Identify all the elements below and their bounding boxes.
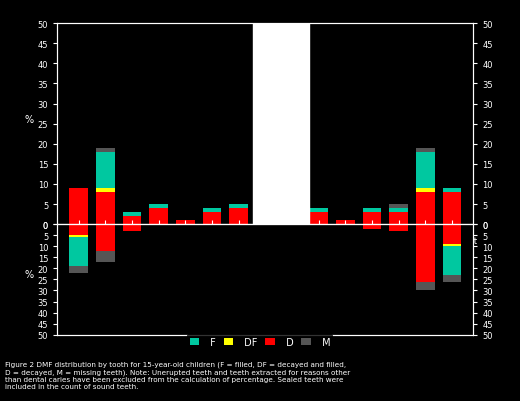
Bar [443, 225, 461, 244]
Bar [96, 152, 114, 188]
Bar [229, 209, 248, 225]
Bar [202, 213, 221, 225]
Bar [389, 205, 408, 209]
Bar [96, 188, 114, 192]
Bar [176, 221, 194, 225]
Bar [253, 24, 309, 225]
Bar [443, 188, 461, 192]
Bar [149, 205, 168, 209]
Bar [416, 152, 435, 188]
Bar [123, 213, 141, 217]
Bar [96, 251, 114, 262]
Bar [69, 235, 88, 238]
Text: Figure 2 DMF distribution by tooth for 15-year-old children (F = filled, DF = de: Figure 2 DMF distribution by tooth for 1… [5, 361, 350, 389]
Bar [123, 217, 141, 225]
Bar [416, 192, 435, 225]
Bar [309, 209, 328, 213]
Bar [282, 205, 301, 209]
Bar [149, 209, 168, 225]
Y-axis label: %: % [24, 270, 34, 280]
Bar [229, 205, 248, 209]
Bar [96, 225, 114, 251]
Bar [443, 247, 461, 275]
Bar [443, 244, 461, 247]
Legend:  F,  DF,  D,  M: F, DF, D, M [187, 334, 333, 350]
Bar [443, 192, 461, 225]
Bar [416, 282, 435, 291]
Bar [282, 209, 301, 225]
Bar [362, 225, 381, 229]
Y-axis label: %: % [24, 114, 34, 124]
Bar [362, 209, 381, 213]
Bar [69, 238, 88, 266]
Bar [202, 209, 221, 213]
Bar [443, 275, 461, 282]
Bar [362, 213, 381, 225]
Bar [389, 225, 408, 231]
Bar [309, 213, 328, 225]
Bar [416, 225, 435, 282]
Bar [416, 188, 435, 192]
Bar [336, 221, 355, 225]
Bar [69, 188, 88, 225]
Bar [69, 225, 88, 235]
Bar [96, 192, 114, 225]
Bar [389, 209, 408, 213]
Bar [416, 148, 435, 152]
Bar [123, 225, 141, 231]
Bar [389, 213, 408, 225]
Text: Left: Left [460, 237, 477, 245]
Bar [96, 148, 114, 152]
Bar [69, 266, 88, 273]
